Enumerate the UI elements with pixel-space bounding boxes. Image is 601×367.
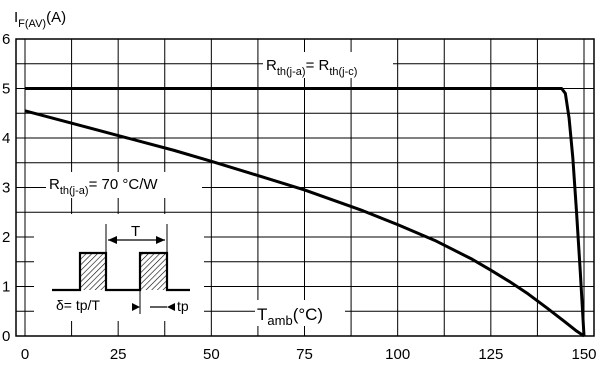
plot-lines — [24, 87, 586, 338]
y-tick-label: 4 — [2, 130, 10, 147]
plot-frame — [15, 38, 595, 337]
x-tick-label: 125 — [478, 346, 503, 363]
series-line-2 — [24, 109, 585, 338]
series-2-label: Rth(j-a)= 70 °C/W — [49, 176, 158, 197]
tick-labels: 0 25 50 75 100 125 150 0 1 2 3 4 5 6 — [2, 31, 597, 363]
series-line-1 — [25, 87, 586, 337]
y-tick-label: 6 — [2, 31, 10, 48]
x-tick-label: 25 — [110, 346, 127, 363]
x-tick-label: 50 — [203, 346, 220, 363]
pulse-inset: T δ= tp/T tp — [34, 214, 204, 321]
x-tick-label: 100 — [385, 346, 410, 363]
pulse-2-hatch — [140, 253, 167, 290]
series-2-label-bg — [46, 172, 202, 198]
period-label: T — [131, 223, 140, 240]
x-tick-label: 75 — [296, 346, 313, 363]
pulse-1-hatch — [80, 253, 106, 290]
y-tick-label: 2 — [2, 229, 10, 246]
x-tick-label: 0 — [21, 346, 29, 363]
y-tick-label: 5 — [2, 81, 10, 98]
y-tick-label: 0 — [2, 328, 10, 345]
x-axis-label: Tamb(°C) — [257, 305, 323, 328]
series-1-label-bg — [263, 52, 393, 78]
x-axis-label-bg — [255, 300, 345, 326]
duty-label: δ= tp/T — [56, 297, 100, 313]
y-axis-label: IF(AV)(A) — [14, 9, 66, 30]
y-tick-label: 1 — [2, 279, 10, 296]
y-tick-label: 3 — [2, 180, 10, 197]
tp-label: tp — [177, 298, 189, 314]
series-1-label: Rth(j-a)= Rth(j-c) — [266, 57, 357, 78]
x-tick-label: 150 — [571, 346, 596, 363]
